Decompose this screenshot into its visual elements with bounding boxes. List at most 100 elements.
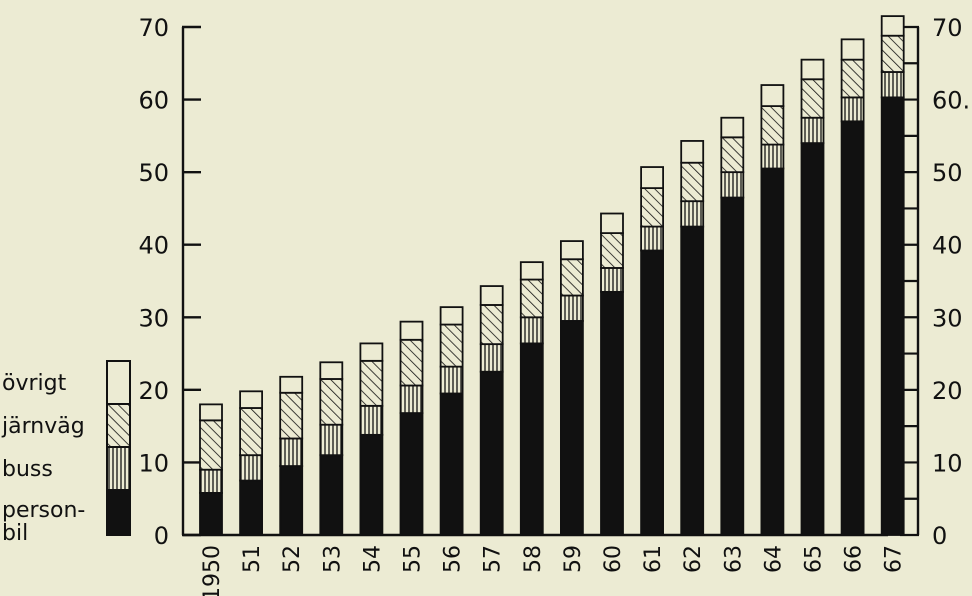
y-tick-label-right: 0 [932,522,947,550]
bar-stack-57 [479,285,504,536]
bar-segment-järnväg-67 [880,34,905,73]
x-tick-label: 55 [401,545,426,573]
bar-stack-66 [840,38,865,536]
y-tick-label-right: 20 [932,377,963,405]
bar-stack-60 [600,212,624,536]
bar-segment-övrigt-66 [840,38,865,61]
y-tick-label-right: 40 [932,232,963,260]
bar-segment-buss-54 [359,404,384,436]
bar-segment-övrigt-58 [519,261,544,281]
y-tick-label-left: 60 [138,87,169,115]
bar-segment-järnväg-58 [519,278,544,319]
bar-segment-buss-62 [680,200,705,228]
x-tick-label: 57 [481,545,506,573]
bar-segment-järnväg-60 [600,232,624,269]
x-tick-label: 54 [360,545,385,573]
bar-segment-övrigt-53 [319,361,344,380]
bar-segment-buss-58 [519,316,544,345]
bar-stack-55 [399,320,424,536]
legend: övrigt järnväg buss person- bil [1,360,131,546]
bar-stacks [199,15,905,536]
bar-segment-personbil-67 [880,96,905,536]
bar-stack-1950 [199,403,223,536]
x-tick-label: 61 [641,545,666,573]
x-axis-labels: 1950 51 52 53 54 55 56 57 58 59 60 61 62 63 64 65 66 67 [200,545,907,596]
y-tick-label-right: 10 [932,449,963,477]
bar-segment-personbil-52 [279,465,304,536]
bar-segment-övrigt-62 [680,140,705,164]
bar-segment-järnväg-65 [800,78,825,119]
bar-segment-järnväg-63 [720,136,745,174]
x-tick-label: 67 [882,545,907,573]
bar-segment-järnväg-64 [760,105,785,146]
bar-segment-järnväg-62 [680,161,705,203]
bar-segment-personbil-56 [439,392,464,536]
bar-segment-buss-53 [319,423,344,457]
bar-segment-övrigt-57 [479,285,504,306]
bar-stack-64 [760,84,785,536]
legend-label-ovrigt: övrigt [2,371,67,396]
bar-segment-personbil-66 [840,120,865,536]
bar-segment-buss-66 [840,96,865,123]
y-tick-label-left: 0 [154,522,169,550]
y-tick-label-right: 70 [932,14,963,42]
legend-swatch-ovrigt [106,360,131,405]
bar-stack-53 [319,361,344,536]
y-tick-label-right: 50 [932,159,963,187]
bar-segment-övrigt-63 [720,116,745,139]
bar-segment-buss-51 [239,454,264,482]
bar-stack-62 [680,140,705,536]
bar-segment-personbil-51 [239,479,264,536]
x-tick-label: 51 [240,545,265,573]
legend-label-jarnvag: järnväg [1,414,85,439]
bar-stack-59 [560,240,584,536]
bar-segment-buss-67 [880,71,905,99]
bar-segment-buss-59 [560,294,584,322]
bar-segment-övrigt-61 [640,166,664,190]
bar-segment-järnväg-52 [279,391,304,440]
legend-label-personbil-1: person- [2,498,85,523]
bar-segment-buss-63 [720,171,745,199]
x-tick-label: 52 [280,545,305,573]
bar-stack-54 [359,342,384,536]
bar-segment-övrigt-52 [279,375,304,394]
legend-label-personbil-2: bil [2,521,28,546]
bar-stack-56 [439,306,464,536]
x-tick-label: 63 [721,545,746,573]
bar-segment-personbil-54 [359,433,384,536]
legend-swatch-jarnvag [106,403,131,448]
bar-segment-järnväg-51 [239,407,264,457]
bar-segment-buss-56 [439,365,464,395]
bar-segment-järnväg-54 [359,359,384,407]
bar-stack-52 [279,375,304,536]
bar-segment-personbil-60 [600,290,624,536]
bar-segment-personbil-63 [720,196,745,536]
y-tick-label-right: 30 [932,304,963,332]
bar-segment-buss-64 [760,143,785,170]
bar-stack-63 [720,116,745,536]
y-tick-label-left: 20 [138,377,169,405]
y-tick-label-right: 60. [932,87,970,115]
bar-segment-personbil-58 [519,342,544,536]
y-tick-label-left: 70 [138,14,169,42]
x-tick-label: 60 [601,545,626,573]
bar-segment-järnväg-53 [319,378,344,426]
x-tick-label: 56 [441,545,466,573]
y-tick-label-left: 30 [138,304,169,332]
legend-swatch-personbil [106,489,131,536]
bar-segment-buss-65 [800,116,825,145]
bar-segment-personbil-65 [800,142,825,536]
bar-segment-personbil-53 [319,454,344,536]
bar-segment-järnväg-1950 [199,419,223,471]
bar-segment-personbil-1950 [199,492,223,536]
bar-stack-58 [519,261,544,536]
x-tick-label: 53 [320,545,345,573]
bar-segment-övrigt-54 [359,342,384,362]
bar-segment-personbil-61 [640,249,664,536]
x-tick-label: 1950 [200,545,225,596]
x-tick-label: 64 [761,545,786,573]
bar-segment-övrigt-60 [600,212,624,235]
bar-segment-järnväg-66 [840,58,865,99]
y-tick-label-left: 50 [138,159,169,187]
